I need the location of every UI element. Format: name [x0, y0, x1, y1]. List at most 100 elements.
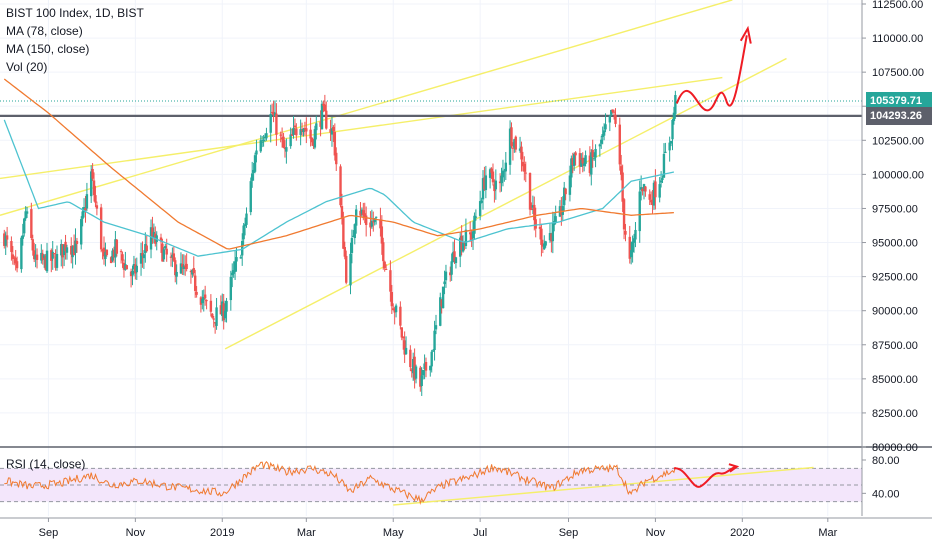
candle-up [668, 136, 671, 162]
candle-up [60, 239, 63, 267]
candle-down [169, 252, 173, 267]
candle-body [534, 219, 537, 229]
candle-down [399, 301, 402, 330]
candle-down [275, 103, 278, 146]
candle-body [34, 254, 37, 260]
candle-body [213, 322, 217, 324]
candle-up [249, 177, 252, 216]
candle-body [195, 291, 198, 295]
candle-up [352, 230, 355, 238]
candle-down [15, 256, 19, 273]
candle-up [215, 297, 218, 330]
candle-body [362, 210, 365, 216]
candle-down [84, 196, 87, 223]
candle-up [152, 223, 156, 244]
candle-up [662, 143, 666, 179]
candle-body [642, 184, 646, 189]
candle-body [313, 129, 317, 148]
candle-body [581, 157, 584, 164]
candle-down [184, 255, 187, 276]
candle-body [392, 308, 395, 310]
candle-up [494, 169, 498, 200]
candle-down [393, 306, 396, 325]
candle-body [5, 235, 9, 240]
candle-down [193, 269, 197, 298]
candle-body [14, 257, 17, 264]
candle-down [621, 164, 624, 213]
candle-down [115, 238, 119, 257]
candle-body [295, 128, 298, 136]
candle-up [590, 149, 593, 186]
candle-body [568, 175, 572, 195]
candle-body [333, 131, 337, 156]
candle-down [290, 128, 294, 137]
candle-down [102, 236, 106, 265]
candle-down [618, 117, 621, 171]
candle-body [580, 160, 583, 167]
candle-body [129, 271, 133, 277]
candle-body [65, 247, 69, 253]
candle-down [219, 295, 223, 315]
candle-body [124, 264, 127, 270]
candle-down [181, 254, 184, 275]
candle-down [392, 303, 395, 311]
candle-body [443, 281, 446, 285]
candle-down [145, 235, 148, 253]
candle-body [91, 168, 94, 179]
candle-body [461, 243, 465, 252]
legend-vol[interactable]: Vol (20) [6, 60, 48, 74]
candle-up [459, 232, 462, 268]
candle-body [483, 177, 486, 190]
candle-body [454, 257, 458, 264]
candle-up [4, 231, 7, 255]
candle-body [369, 222, 372, 228]
candle-body [491, 171, 495, 183]
candle-body [92, 180, 96, 196]
legend-ma78[interactable]: MA (78, close) [6, 24, 83, 38]
candle-body [403, 340, 406, 355]
candle-up [631, 235, 634, 263]
candle-body [23, 218, 26, 234]
candle-body [280, 137, 284, 140]
candle-body [511, 147, 515, 149]
candle-up [23, 217, 26, 237]
candle-down [189, 269, 193, 284]
rsi-pane [0, 461, 862, 506]
candle-up [201, 290, 204, 310]
candle-up [659, 171, 663, 188]
legend-ma150[interactable]: MA (150, close) [6, 42, 90, 56]
candle-up [235, 247, 238, 272]
candle-body [600, 139, 603, 144]
candle-body [31, 239, 34, 251]
legend-title[interactable]: BIST 100 Index, 1D, BIST [6, 6, 144, 20]
candle-up [255, 139, 258, 163]
price-tick-label: 110000.00 [872, 33, 923, 45]
candle-body [429, 365, 432, 371]
candle-up [439, 292, 442, 327]
legend-rsi[interactable]: RSI (14, close) [6, 457, 86, 471]
candle-body [134, 264, 137, 274]
candle-body [250, 173, 254, 181]
candle-body [40, 252, 43, 261]
candle-up [55, 245, 59, 271]
candle-body [561, 206, 564, 215]
candle-body [289, 134, 292, 147]
candle-up [239, 254, 242, 259]
candle-body [463, 242, 466, 244]
last-price-label: 105379.71 [866, 92, 932, 111]
candle-up [42, 253, 46, 268]
candle-up [114, 230, 117, 268]
candle-body [659, 180, 663, 183]
candle-up [259, 135, 262, 153]
candle-body [620, 166, 623, 175]
candle-up [360, 207, 364, 218]
candle-body [11, 254, 15, 259]
candle-body [35, 254, 39, 260]
candle-down [14, 249, 17, 271]
candle-up [513, 138, 516, 153]
candle-body [132, 264, 136, 270]
candle-down [61, 244, 64, 269]
candle-up [478, 190, 482, 221]
candle-down [403, 331, 406, 363]
